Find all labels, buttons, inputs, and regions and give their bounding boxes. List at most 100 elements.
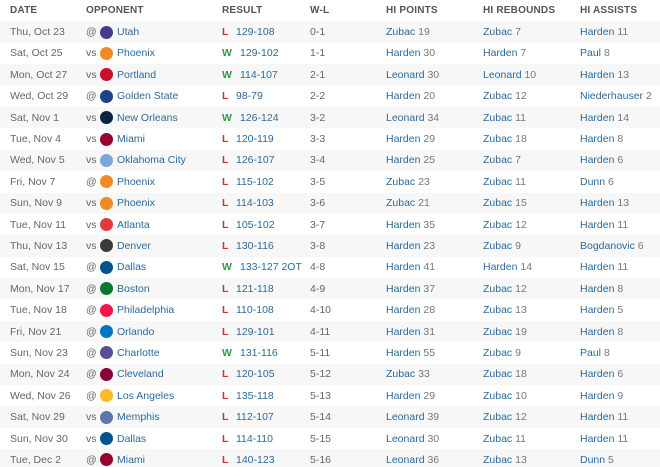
score-link[interactable]: 120-105	[236, 368, 275, 381]
hi-assists-player-link[interactable]: Harden	[580, 154, 615, 167]
opponent-link[interactable]: Phoenix	[117, 47, 155, 60]
hi-rebounds-player-link[interactable]: Zubac	[483, 282, 513, 295]
opponent-link[interactable]: Memphis	[117, 411, 160, 424]
opponent-link[interactable]: Orlando	[117, 325, 155, 338]
hi-rebounds-player-link[interactable]: Zubac	[483, 175, 513, 188]
hi-assists-player-link[interactable]: Harden	[580, 218, 615, 231]
hi-rebounds-player-link[interactable]: Zubac	[483, 346, 513, 359]
opponent-link[interactable]: Utah	[117, 26, 140, 39]
hi-rebounds-player-link[interactable]: Zubac	[483, 197, 513, 210]
hi-points-player-link[interactable]: Harden	[386, 282, 421, 295]
hi-rebounds-player-link[interactable]: Zubac	[483, 218, 513, 231]
hi-assists-player-link[interactable]: Dunn	[580, 175, 606, 188]
hi-rebounds-player-link[interactable]: Zubac	[483, 432, 513, 445]
score-link[interactable]: 126-124	[240, 111, 279, 124]
opponent-link[interactable]: Dallas	[117, 261, 147, 274]
score-link[interactable]: 130-116	[236, 239, 274, 252]
hi-rebounds-player-link[interactable]: Zubac	[483, 411, 513, 424]
hi-points-player-link[interactable]: Harden	[386, 346, 421, 359]
opponent-link[interactable]: New Orleans	[117, 111, 178, 124]
score-link[interactable]: 121-118	[236, 282, 274, 295]
hi-assists-player-link[interactable]: Harden	[580, 261, 615, 274]
score-link[interactable]: 129-108	[236, 26, 275, 39]
hi-rebounds-player-link[interactable]: Zubac	[483, 453, 513, 466]
hi-assists-player-link[interactable]: Harden	[580, 282, 615, 295]
hi-points-player-link[interactable]: Harden	[386, 304, 421, 317]
score-link[interactable]: 120-119	[236, 133, 274, 146]
hi-points-player-link[interactable]: Harden	[386, 325, 421, 338]
hi-points-player-link[interactable]: Leonard	[386, 111, 425, 124]
score-link[interactable]: 129-102	[240, 47, 279, 60]
opponent-link[interactable]: Golden State	[117, 90, 179, 103]
hi-points-player-link[interactable]: Harden	[386, 239, 421, 252]
opponent-link[interactable]: Los Angeles	[117, 389, 175, 402]
hi-rebounds-player-link[interactable]: Zubac	[483, 154, 513, 167]
score-link[interactable]: 114-103	[236, 197, 274, 210]
hi-rebounds-player-link[interactable]: Zubac	[483, 239, 513, 252]
opponent-link[interactable]: Phoenix	[117, 197, 155, 210]
hi-points-player-link[interactable]: Leonard	[386, 411, 425, 424]
score-link[interactable]: 114-107	[240, 68, 278, 81]
hi-rebounds-player-link[interactable]: Zubac	[483, 304, 513, 317]
score-link[interactable]: 133-127 2OT	[240, 261, 302, 274]
hi-assists-player-link[interactable]: Paul	[580, 47, 602, 60]
hi-rebounds-player-link[interactable]: Zubac	[483, 26, 513, 39]
score-link[interactable]: 126-107	[236, 154, 275, 167]
hi-assists-player-link[interactable]: Harden	[580, 411, 615, 424]
hi-points-player-link[interactable]: Harden	[386, 133, 421, 146]
opponent-link[interactable]: Dallas	[117, 432, 147, 445]
score-link[interactable]: 105-102	[236, 218, 275, 231]
hi-points-player-link[interactable]: Zubac	[386, 26, 416, 39]
opponent-link[interactable]: Phoenix	[117, 175, 155, 188]
hi-points-player-link[interactable]: Harden	[386, 389, 421, 402]
opponent-link[interactable]: Philadelphia	[117, 304, 175, 317]
hi-points-player-link[interactable]: Harden	[386, 47, 421, 60]
hi-assists-player-link[interactable]: Harden	[580, 432, 615, 445]
hi-assists-player-link[interactable]: Harden	[580, 68, 615, 81]
hi-rebounds-player-link[interactable]: Zubac	[483, 325, 513, 338]
score-link[interactable]: 115-102	[236, 175, 274, 188]
hi-points-player-link[interactable]: Leonard	[386, 453, 425, 466]
hi-rebounds-player-link[interactable]: Zubac	[483, 90, 513, 103]
hi-points-player-link[interactable]: Harden	[386, 261, 421, 274]
hi-rebounds-player-link[interactable]: Harden	[483, 261, 518, 274]
hi-rebounds-player-link[interactable]: Zubac	[483, 111, 513, 124]
hi-points-player-link[interactable]: Leonard	[386, 432, 425, 445]
hi-points-player-link[interactable]: Harden	[386, 90, 421, 103]
hi-rebounds-player-link[interactable]: Zubac	[483, 368, 513, 381]
hi-points-player-link[interactable]: Leonard	[386, 68, 425, 81]
opponent-link[interactable]: Cleveland	[117, 368, 164, 381]
score-link[interactable]: 110-108	[236, 304, 274, 317]
hi-assists-player-link[interactable]: Harden	[580, 325, 615, 338]
opponent-link[interactable]: Denver	[117, 239, 151, 252]
hi-assists-player-link[interactable]: Harden	[580, 133, 615, 146]
score-link[interactable]: 140-123	[236, 453, 275, 466]
opponent-link[interactable]: Boston	[117, 282, 150, 295]
score-link[interactable]: 112-107	[236, 411, 274, 424]
hi-assists-player-link[interactable]: Harden	[580, 304, 615, 317]
hi-points-player-link[interactable]: Zubac	[386, 197, 416, 210]
hi-assists-player-link[interactable]: Paul	[580, 346, 602, 359]
hi-points-player-link[interactable]: Zubac	[386, 368, 416, 381]
score-link[interactable]: 131-116	[240, 346, 278, 359]
hi-rebounds-player-link[interactable]: Zubac	[483, 133, 513, 146]
hi-points-player-link[interactable]: Zubac	[386, 175, 416, 188]
opponent-link[interactable]: Charlotte	[117, 346, 160, 359]
hi-assists-player-link[interactable]: Dunn	[580, 453, 606, 466]
hi-rebounds-player-link[interactable]: Harden	[483, 47, 518, 60]
score-link[interactable]: 98-79	[236, 90, 263, 103]
hi-assists-player-link[interactable]: Niederhauser	[580, 90, 644, 103]
opponent-link[interactable]: Portland	[117, 68, 157, 81]
hi-assists-player-link[interactable]: Harden	[580, 111, 615, 124]
score-link[interactable]: 129-101	[236, 325, 275, 338]
score-link[interactable]: 135-118	[236, 389, 274, 402]
hi-assists-player-link[interactable]: Harden	[580, 368, 615, 381]
hi-assists-player-link[interactable]: Harden	[580, 389, 615, 402]
hi-assists-player-link[interactable]: Harden	[580, 26, 615, 39]
opponent-link[interactable]: Miami	[117, 133, 145, 146]
opponent-link[interactable]: Miami	[117, 453, 145, 466]
hi-assists-player-link[interactable]: Bogdanovic	[580, 239, 635, 252]
hi-points-player-link[interactable]: Harden	[386, 218, 421, 231]
hi-rebounds-player-link[interactable]: Zubac	[483, 389, 513, 402]
opponent-link[interactable]: Oklahoma City	[117, 154, 186, 167]
